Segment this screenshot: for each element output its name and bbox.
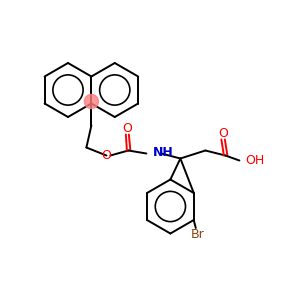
Circle shape — [84, 94, 98, 109]
Text: O: O — [122, 122, 132, 135]
Text: O: O — [101, 149, 111, 162]
Text: NH: NH — [152, 146, 173, 159]
Circle shape — [84, 94, 98, 109]
Text: OH: OH — [245, 154, 265, 167]
Text: O: O — [218, 127, 228, 140]
Text: Br: Br — [191, 227, 205, 241]
